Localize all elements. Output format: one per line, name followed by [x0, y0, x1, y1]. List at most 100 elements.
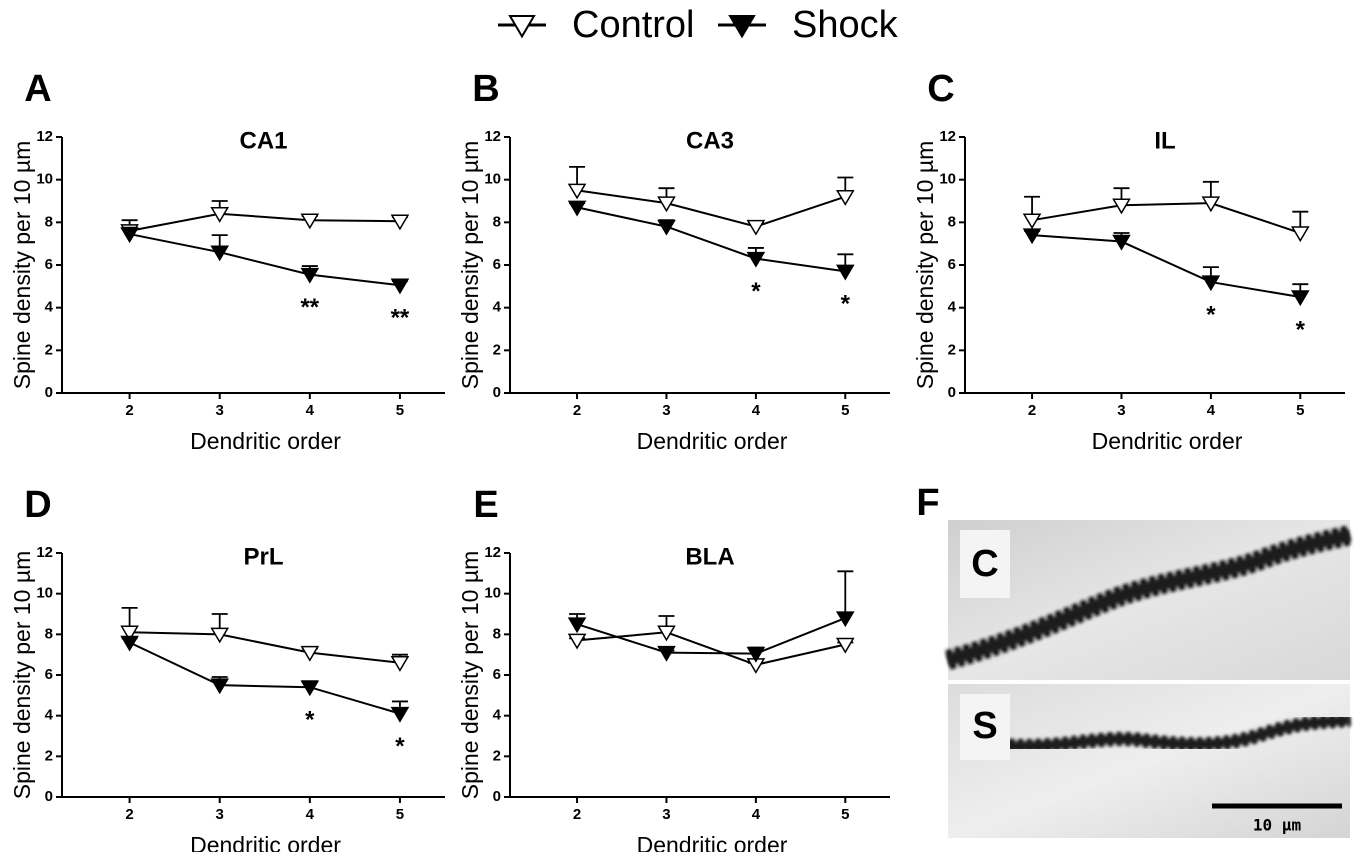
chart-title: PrL [243, 543, 283, 570]
x-tick-label: 5 [1296, 402, 1304, 419]
chart-title: CA1 [239, 127, 287, 154]
x-tick-label: 2 [1028, 402, 1036, 419]
x-tick-label: 4 [1207, 402, 1216, 419]
panel-letter: E [473, 484, 498, 526]
y-tick-label: 10 [36, 585, 53, 602]
marker [392, 279, 408, 293]
y-tick-label: 2 [45, 341, 53, 358]
series-line [130, 234, 400, 285]
y-tick-label: 0 [493, 384, 501, 401]
legend-label: Shock [792, 4, 899, 46]
marker [1113, 236, 1129, 250]
x-tick-label: 4 [306, 806, 315, 823]
y-axis-title: Spine density per 10 µm [912, 141, 938, 390]
marker [1292, 227, 1308, 241]
y-tick-label: 2 [45, 747, 53, 764]
marker [1024, 214, 1040, 228]
series-line [130, 642, 400, 713]
y-tick-label: 8 [493, 213, 501, 230]
x-tick-label: 2 [573, 402, 581, 419]
y-tick-label: 6 [493, 256, 501, 273]
chart-panel: A CA1 Spine density per 10 µm Dendritic ord… [9, 68, 445, 454]
scale-bar-label: 10 µm [1253, 816, 1302, 835]
x-tick-label: 5 [396, 402, 404, 419]
x-tick-label: 2 [125, 402, 133, 419]
image-panel: F C S 10 µm [916, 482, 1350, 838]
y-tick-label: 10 [484, 585, 501, 602]
series-line [1032, 235, 1300, 297]
series-line [577, 207, 845, 271]
series-line [130, 214, 400, 231]
chart-title: BLA [685, 543, 734, 570]
x-tick-label: 3 [216, 402, 224, 419]
panel-letter: B [472, 68, 499, 110]
significance-mark: ** [300, 294, 319, 321]
y-tick-label: 12 [36, 128, 53, 145]
y-tick-label: 4 [45, 299, 54, 316]
y-axis-title: Spine density per 10 µm [457, 551, 483, 800]
x-tick-label: 3 [662, 402, 670, 419]
y-tick-label: 12 [484, 128, 501, 145]
panel-letter: C [927, 68, 954, 110]
x-axis-title: Dendritic order [637, 428, 788, 454]
y-tick-label: 12 [36, 544, 53, 561]
significance-mark: * [1296, 316, 1306, 343]
panel-letter: F [916, 482, 939, 524]
x-tick-label: 3 [1117, 402, 1125, 419]
y-tick-label: 10 [484, 171, 501, 188]
significance-mark: ** [391, 305, 410, 332]
x-tick-label: 5 [841, 402, 849, 419]
y-tick-label: 0 [45, 788, 53, 805]
chart-panel: C IL Spine density per 10 µm Dendritic orde… [912, 68, 1345, 454]
marker [837, 191, 853, 205]
y-tick-label: 12 [484, 544, 501, 561]
legend-label: Control [572, 4, 695, 46]
marker [748, 221, 764, 235]
x-tick-label: 4 [306, 402, 315, 419]
y-tick-label: 2 [493, 341, 501, 358]
chart-title: IL [1154, 127, 1175, 154]
y-tick-label: 10 [36, 171, 53, 188]
marker [1292, 291, 1308, 305]
y-axis-title: Spine density per 10 µm [457, 141, 483, 390]
x-tick-label: 5 [396, 806, 404, 823]
y-tick-label: 8 [493, 625, 501, 642]
y-tick-label: 2 [493, 747, 501, 764]
panel-letter: D [24, 484, 51, 526]
image-label: S [972, 705, 997, 747]
y-tick-label: 8 [948, 213, 956, 230]
x-tick-label: 3 [662, 806, 670, 823]
x-axis-title: Dendritic order [1092, 428, 1243, 454]
y-tick-label: 2 [948, 341, 956, 358]
panel-letter: A [24, 68, 51, 110]
x-tick-label: 4 [752, 806, 761, 823]
y-tick-label: 8 [45, 213, 53, 230]
significance-mark: * [1206, 301, 1216, 328]
y-tick-label: 0 [493, 788, 501, 805]
x-axis-title: Dendritic order [190, 428, 341, 454]
x-tick-label: 2 [125, 806, 133, 823]
y-tick-label: 0 [45, 384, 53, 401]
x-tick-label: 3 [216, 806, 224, 823]
marker [837, 612, 853, 626]
y-tick-label: 8 [45, 625, 53, 642]
x-tick-label: 4 [752, 402, 761, 419]
significance-mark: * [395, 733, 405, 760]
y-axis-title: Spine density per 10 µm [9, 551, 35, 800]
y-tick-label: 12 [939, 128, 956, 145]
x-axis-title: Dendritic order [637, 832, 788, 852]
significance-mark: * [841, 291, 851, 318]
marker [658, 221, 674, 235]
series-line [1032, 203, 1300, 233]
series-line [130, 632, 400, 663]
marker [392, 657, 408, 671]
y-axis-title: Spine density per 10 µm [9, 141, 35, 390]
y-tick-label: 6 [948, 256, 956, 273]
chart-panel: E BLA Spine density per 10 µm Dendritic ord… [457, 484, 890, 852]
x-tick-label: 2 [573, 806, 581, 823]
y-tick-label: 6 [45, 256, 53, 273]
y-tick-label: 6 [45, 666, 53, 683]
image-label: C [971, 543, 998, 585]
